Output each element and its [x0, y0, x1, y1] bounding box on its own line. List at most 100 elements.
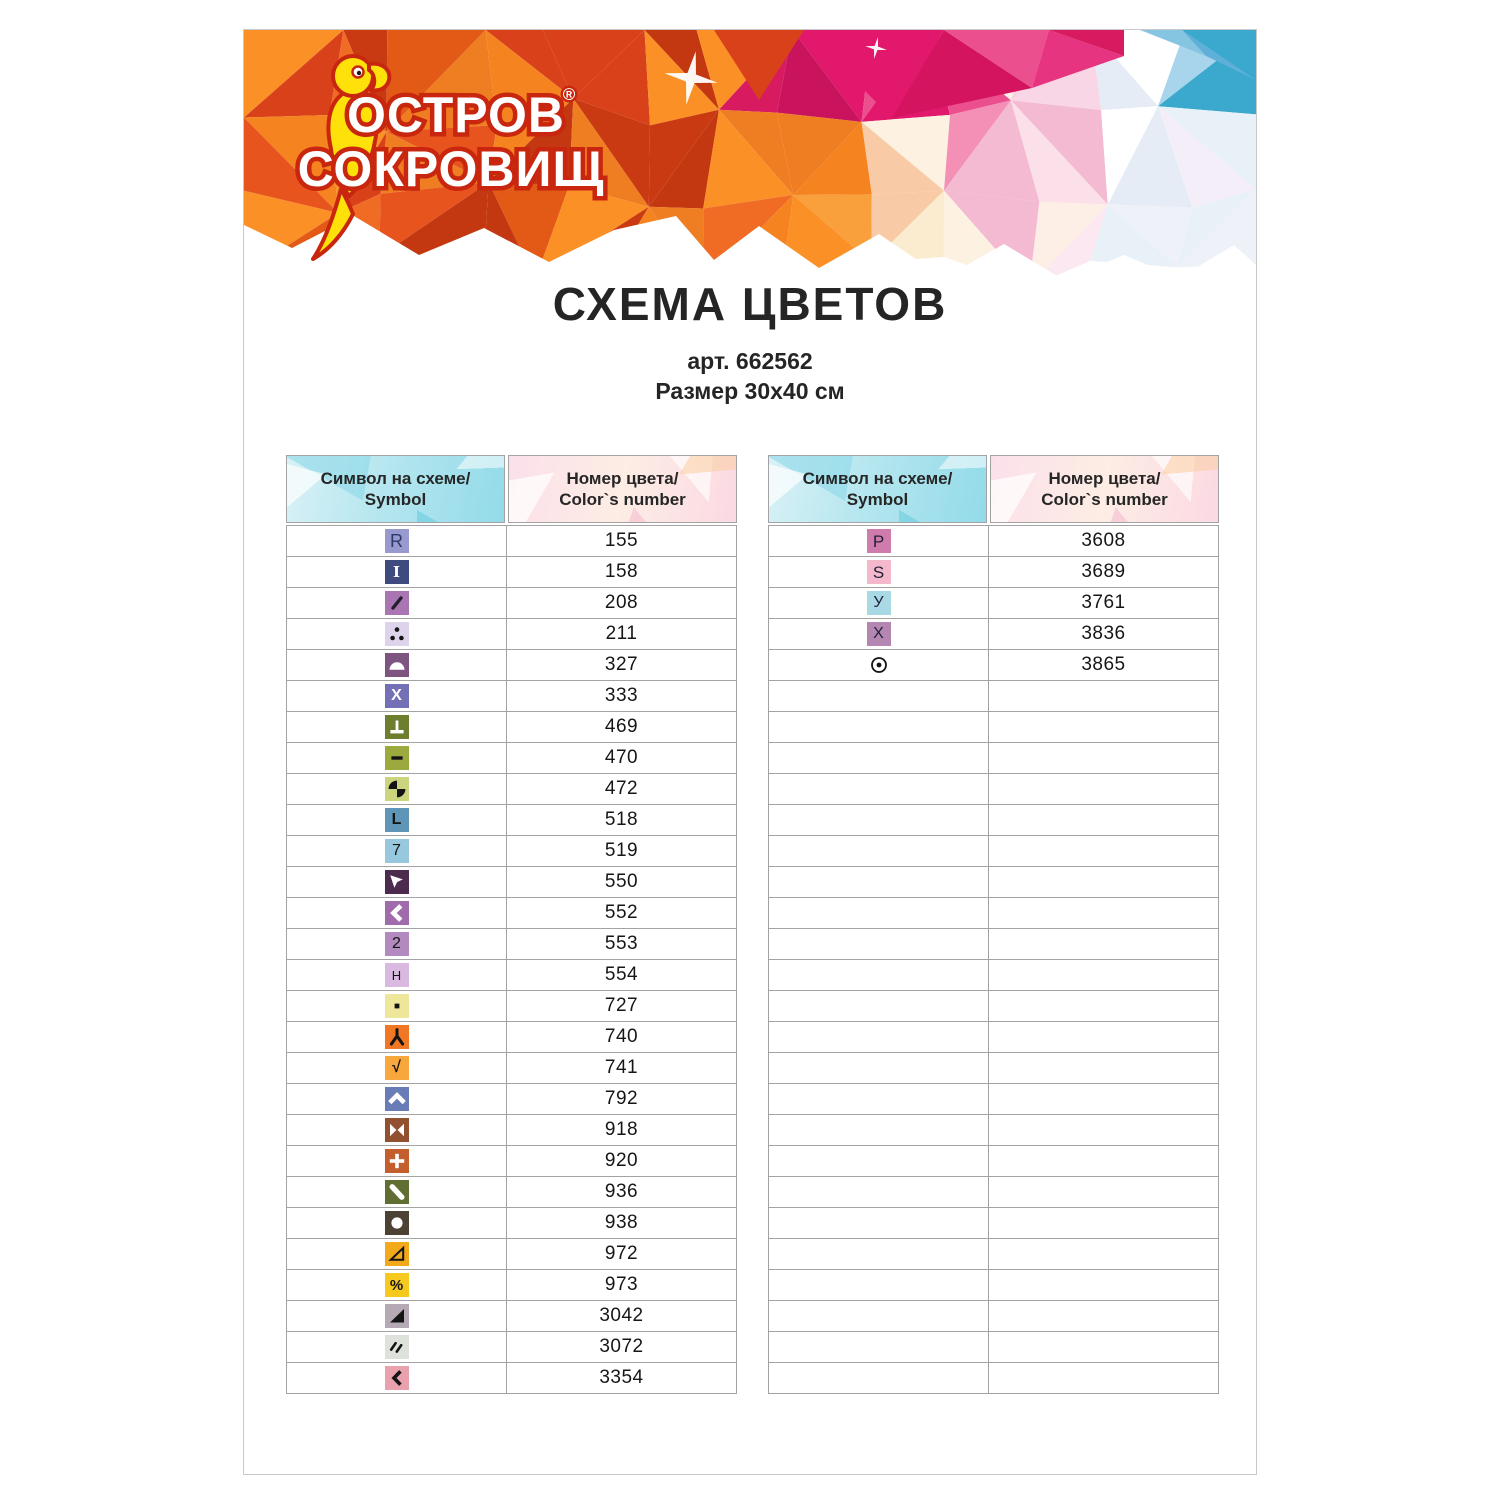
symbol-cell	[769, 1084, 988, 1114]
thick-diagonal-icon	[384, 1180, 409, 1204]
number-cell: 518	[507, 805, 736, 835]
number-cell: 973	[507, 1270, 736, 1300]
mosaic-accents	[714, 30, 1256, 118]
banner-jagged-edge	[244, 216, 1256, 282]
header-symbol-en: Symbol	[846, 490, 909, 509]
symbol-cell: R	[287, 526, 506, 556]
number-cell: 936	[507, 1177, 736, 1207]
check-mark-icon: √	[384, 1056, 409, 1080]
number-cell	[989, 867, 1218, 897]
symbol-cell: L	[287, 805, 506, 835]
number-cell	[989, 1208, 1218, 1238]
brand-line2: СОКРОВИЩ	[298, 141, 605, 197]
letter-x-icon: X	[384, 684, 409, 708]
symbol-cell	[769, 805, 988, 835]
symbol-cell	[287, 1177, 506, 1207]
number-cell	[989, 1146, 1218, 1176]
number-cell: 3689	[989, 557, 1218, 587]
chevron-left-icon	[384, 1366, 409, 1390]
symbol-cell	[287, 867, 506, 897]
number-cell: 792	[507, 1084, 736, 1114]
table-header-number: Номер цвета/ Color`s number	[990, 455, 1219, 523]
digit-2-icon: 2	[384, 932, 409, 956]
number-cell: 741	[507, 1053, 736, 1083]
letter-h-icon: H	[384, 963, 409, 987]
number-cell	[989, 1053, 1218, 1083]
circled-dot-icon	[867, 653, 891, 677]
symbol-cell	[769, 1177, 988, 1207]
symbol-cell: I	[287, 557, 506, 587]
symbol-cell	[287, 1363, 506, 1393]
number-cell: 727	[507, 991, 736, 1021]
letter-u-cyrillic-icon: У	[866, 591, 891, 615]
arrow-up-left-icon	[384, 870, 409, 894]
small-square-icon	[384, 994, 409, 1018]
symbol-cell: X	[287, 681, 506, 711]
symbol-cell	[287, 1239, 506, 1269]
bowtie-icon	[384, 1118, 409, 1142]
number-cell: 554	[507, 960, 736, 990]
serif-i-icon: I	[384, 560, 409, 584]
number-cell	[989, 836, 1218, 866]
number-cell	[989, 743, 1218, 773]
symbol-cell	[287, 1084, 506, 1114]
symbol-cell: %	[287, 1270, 506, 1300]
symbol-cell	[287, 619, 506, 649]
symbol-cell	[769, 898, 988, 928]
number-cell	[989, 1177, 1218, 1207]
symbol-cell	[769, 1270, 988, 1300]
table-header-symbol: Символ на схеме/ Symbol	[768, 455, 987, 523]
symbol-cell	[287, 1301, 506, 1331]
symbol-cell	[287, 1208, 506, 1238]
letter-s-icon: S	[866, 560, 891, 584]
number-cell	[989, 960, 1218, 990]
symbol-cell	[769, 650, 988, 680]
symbol-cell	[769, 743, 988, 773]
header-symbol-en: Symbol	[364, 490, 427, 509]
number-cell: 552	[507, 898, 736, 928]
symbol-cell: X	[769, 619, 988, 649]
symbol-cell	[769, 1239, 988, 1269]
number-cell: 469	[507, 712, 736, 742]
number-cell: 918	[507, 1115, 736, 1145]
size-label: Размер 30x40 см	[655, 378, 845, 404]
table-header: Символ на схеме/ Symbol Номер цвета/ Col…	[286, 455, 737, 523]
symbol-cell	[769, 712, 988, 742]
symbol-cell	[769, 1053, 988, 1083]
number-cell: 470	[507, 743, 736, 773]
symbol-cell	[769, 681, 988, 711]
symbol-cell	[287, 1115, 506, 1145]
symbol-cell	[287, 712, 506, 742]
number-cell	[989, 1270, 1218, 1300]
header-number-en: Color`s number	[559, 490, 686, 509]
symbol-cell	[287, 588, 506, 618]
table-body: P 3608 S 3689 У 3761 X 3836 3865	[768, 525, 1219, 1394]
number-cell: 3836	[989, 619, 1218, 649]
number-cell	[989, 774, 1218, 804]
number-cell	[989, 681, 1218, 711]
symbol-cell	[769, 1146, 988, 1176]
number-cell	[989, 1332, 1218, 1362]
header-number-ru: Номер цвета/	[1048, 469, 1161, 488]
parrot-logo-icon	[311, 54, 392, 261]
inverted-y-icon	[384, 1025, 409, 1049]
number-cell	[989, 712, 1218, 742]
number-cell: 327	[507, 650, 736, 680]
letter-l-icon: L	[384, 808, 409, 832]
symbol-cell	[287, 650, 506, 680]
half-circle-icon	[384, 653, 409, 677]
symbol-cell	[769, 774, 988, 804]
number-cell: 972	[507, 1239, 736, 1269]
article-number: арт. 662562	[687, 348, 813, 374]
symbol-cell: У	[769, 588, 988, 618]
circle-icon	[384, 1211, 409, 1235]
number-cell: 920	[507, 1146, 736, 1176]
number-cell: 3042	[507, 1301, 736, 1331]
double-slash-icon	[384, 1335, 409, 1359]
symbol-cell	[769, 1022, 988, 1052]
registered-mark: ®	[563, 85, 576, 104]
number-cell: 3072	[507, 1332, 736, 1362]
table-header: Символ на схеме/ Symbol Номер цвета/ Col…	[768, 455, 1219, 523]
minus-icon	[384, 746, 409, 770]
